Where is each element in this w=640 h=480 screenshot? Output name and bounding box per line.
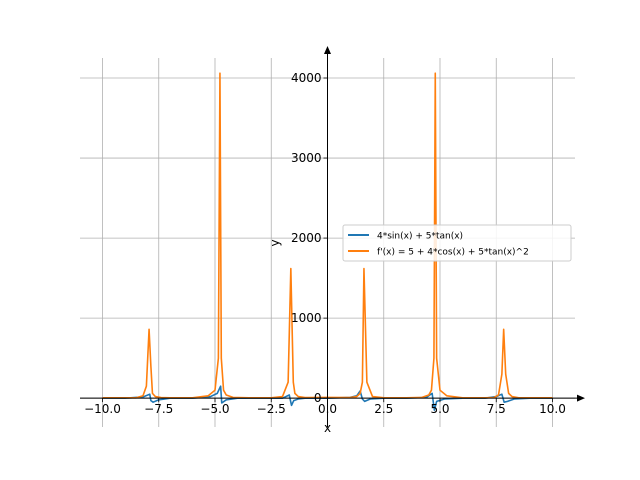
- legend-box: [342, 224, 572, 262]
- y-axis-arrow: [324, 46, 331, 54]
- x-tick-label: 0.0: [318, 402, 337, 416]
- y-tick-label: 4000: [291, 71, 322, 85]
- y-axis-label: y: [268, 239, 282, 246]
- y-tick-label: 3000: [291, 151, 322, 165]
- axes: [80, 46, 585, 427]
- x-tick-label: −2.5: [257, 402, 286, 416]
- x-tick-label: 2.5: [374, 402, 393, 416]
- x-axis-label: x: [324, 421, 331, 435]
- legend: 4*sin(x) + 5*tan(x) f'(x) = 5 + 4*cos(x)…: [342, 224, 572, 262]
- x-tick-label: 7.5: [487, 402, 506, 416]
- x-tick-label: 10.0: [539, 402, 566, 416]
- ticks: −10.0 −7.5 −5.0 −2.5 0.0 2.5 5.0 7.5 10.0 0 1000 20…: [84, 71, 566, 416]
- x-tick-label: 5.0: [430, 402, 449, 416]
- y-tick-label: 1000: [291, 311, 322, 325]
- legend-label-series-1: 4*sin(x) + 5*tan(x): [377, 232, 463, 242]
- y-tick-label: 2000: [291, 231, 322, 245]
- legend-label-series-2: f'(x) = 5 + 4*cos(x) + 5*tan(x)^2: [377, 248, 529, 258]
- x-tick-label: −5.0: [200, 402, 229, 416]
- y-tick-label: 0: [314, 391, 322, 405]
- x-tick-label: −7.5: [144, 402, 173, 416]
- x-axis-arrow: [577, 394, 585, 402]
- x-tick-label: −10.0: [84, 402, 121, 416]
